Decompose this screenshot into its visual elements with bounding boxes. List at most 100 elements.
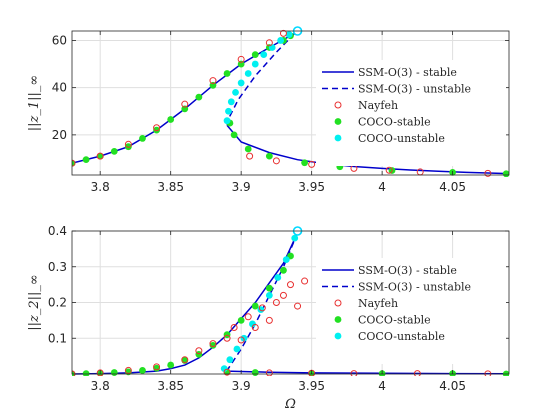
coco-stable-point	[110, 147, 118, 155]
nayfeh-point	[72, 159, 76, 167]
coco-stable-point	[209, 342, 217, 349]
coco-unstable-point	[220, 365, 228, 373]
nayfeh-point	[251, 324, 259, 332]
legend-label: SSM-O(3) - stable	[358, 264, 457, 277]
coco-stable-point	[124, 143, 132, 151]
nayfeh-point	[237, 55, 245, 63]
coco-stable-point	[82, 370, 90, 376]
legend-label: SSM-O(3) - stable	[358, 66, 457, 79]
coco-stable-point	[502, 370, 509, 376]
nayfeh-point	[209, 77, 217, 85]
legend-label: COCO-unstable	[358, 330, 445, 343]
nayfeh-point	[258, 304, 266, 312]
legend-box	[316, 258, 506, 364]
x-tick-label: 4.05	[439, 379, 466, 393]
y-tick-label: 0.4	[48, 224, 67, 238]
legend-box	[316, 60, 506, 166]
legend-swatch-nayfeh	[334, 299, 342, 307]
coco-stable-point	[139, 135, 146, 142]
coco-unstable-point	[249, 320, 256, 328]
nayfeh-point	[265, 316, 273, 324]
coco-stable-point	[167, 361, 175, 369]
x-axis-label: Ω	[284, 397, 296, 412]
coco-stable-point	[153, 364, 160, 372]
coco-unstable-point	[260, 51, 268, 59]
x-tick-label: 3.9	[232, 379, 251, 393]
legend-swatch-coco-stable	[334, 316, 342, 323]
legend-label: SSM-O(3) - unstable	[358, 281, 471, 294]
coco-stable-point	[244, 145, 252, 153]
nayfeh-point	[237, 336, 245, 344]
ssm-stable-line	[226, 124, 509, 175]
coco-stable-point	[139, 367, 146, 374]
coco-unstable-point	[257, 306, 265, 314]
nayfeh-point	[96, 369, 104, 376]
x-tick-label: 3.8	[91, 379, 110, 393]
coco-stable-point	[265, 152, 273, 160]
nayfeh-point	[223, 368, 231, 376]
coco-unstable-point	[227, 98, 235, 106]
nayfeh-point	[301, 277, 309, 285]
coco-stable-point	[237, 316, 245, 324]
y-tick-label: 0.1	[48, 331, 67, 345]
nayfeh-point	[223, 334, 231, 342]
nayfeh-point	[279, 29, 287, 37]
y-tick-label: 60	[52, 33, 67, 47]
coco-unstable-point	[223, 117, 231, 125]
plot-marks	[72, 27, 509, 177]
x-tick-label: 3.95	[298, 180, 325, 194]
nayfeh-point	[385, 166, 393, 174]
nayfeh-point	[124, 140, 132, 148]
coco-stable-point	[251, 302, 259, 310]
legend-label: Nayfeh	[358, 99, 398, 112]
coco-unstable-point	[251, 60, 259, 68]
coco-stable-point	[251, 51, 259, 59]
coco-stable-point	[251, 369, 259, 376]
coco-unstable-point	[285, 31, 293, 38]
coco-unstable-point	[232, 88, 239, 96]
coco-unstable-point	[274, 274, 282, 281]
y-tick-label: 40	[52, 81, 67, 95]
x-tick-label: 3.8	[91, 180, 110, 194]
nayfeh-point	[294, 302, 302, 310]
coco-unstable-point	[282, 256, 290, 263]
nayfeh-point	[153, 363, 161, 371]
x-tick-label: 3.85	[157, 379, 184, 393]
coco-stable-point	[110, 369, 118, 376]
x-tick-label: 3.9	[232, 180, 251, 194]
y-tick-label: 0.2	[48, 296, 67, 310]
coco-stable-point	[223, 70, 231, 77]
x-tick-label: 4	[378, 379, 386, 393]
coco-unstable-point	[237, 79, 245, 87]
coco-stable-point	[195, 350, 203, 358]
coco-unstable-point	[233, 345, 241, 353]
legend-label: COCO-stable	[358, 314, 431, 327]
coco-unstable-point	[277, 37, 285, 44]
coco-stable-point	[96, 152, 104, 160]
y-axis-label: ||z_1||_∞	[27, 75, 42, 131]
legend: SSM-O(3) - stable SSM-O(3) - unstable Nayf…	[316, 258, 506, 364]
nayfeh-point	[272, 157, 280, 165]
nayfeh-point	[244, 313, 252, 321]
coco-unstable-point	[291, 234, 299, 242]
nayfeh-point	[265, 39, 273, 47]
coco-unstable-point	[265, 291, 273, 299]
legend-label: COCO-unstable	[358, 132, 445, 145]
nayfeh-point	[124, 366, 132, 374]
y-axis-label: ||z_2||_∞	[27, 274, 42, 330]
legend-label: Nayfeh	[358, 297, 398, 310]
y-tick-label: 20	[52, 128, 67, 142]
x-tick-label: 3.95	[298, 379, 325, 393]
ssm-unstable-line	[226, 32, 296, 126]
coco-stable-point	[280, 266, 287, 274]
nayfeh-point	[181, 100, 189, 108]
nayfeh-point	[272, 299, 280, 306]
legend-label: SSM-O(3) - unstable	[358, 83, 471, 96]
coco-unstable-point	[268, 44, 276, 51]
coco-stable-point	[502, 170, 509, 177]
coco-stable-point	[195, 93, 203, 101]
y-tick-label: 0.3	[48, 260, 67, 274]
legend-swatch-coco-stable	[334, 118, 342, 125]
nayfeh-point	[265, 369, 273, 376]
